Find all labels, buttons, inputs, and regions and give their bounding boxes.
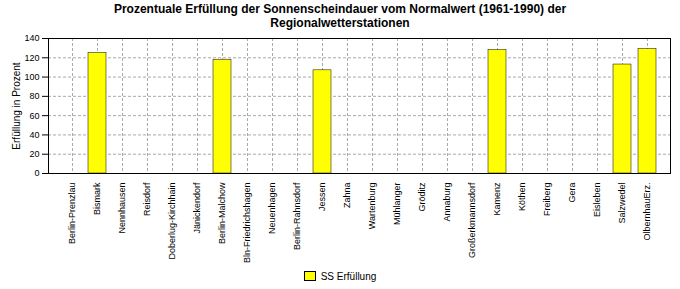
svg-text:20: 20 [29,149,39,159]
svg-text:100: 100 [24,72,39,82]
svg-text:120: 120 [24,53,39,63]
svg-text:Jessen: Jessen [317,183,327,212]
svg-text:Berlin-Prenzlau: Berlin-Prenzlau [67,183,77,245]
svg-text:Neuenhagen: Neuenhagen [267,183,277,235]
svg-text:Salzwedel: Salzwedel [617,183,627,224]
html-text:SS Erfüllung: SS Erfüllung [320,270,377,282]
svg-text:Mühlanger: Mühlanger [392,183,402,226]
svg-text:Eisleben: Eisleben [592,183,602,218]
svg-text:80: 80 [29,91,39,101]
svg-text:Großerkmannsdorf: Großerkmannsdorf [467,182,477,258]
svg-text:Zahna: Zahna [342,183,352,209]
svg-text:Nennhausen: Nennhausen [117,183,127,234]
svg-text:0: 0 [34,168,39,178]
svg-text:Freiberg: Freiberg [542,183,552,217]
svg-text:140: 140 [24,33,39,43]
svg-text:Reisdorf: Reisdorf [142,182,152,216]
svg-text:Gröditz: Gröditz [417,182,427,212]
svg-text:Annaburg: Annaburg [442,183,452,222]
svg-text:40: 40 [29,130,39,140]
svg-text:Jänickendorf: Jänickendorf [192,182,202,234]
svg-text:Erfüllung in Prozent: Erfüllung in Prozent [11,62,22,149]
svg-text:60: 60 [29,111,39,121]
svg-text:Köthen: Köthen [517,183,527,212]
svg-text:Wartenburg: Wartenburg [367,183,377,230]
svg-text:Bln-Friedrichshagen: Bln-Friedrichshagen [242,183,252,264]
svg-text:Berlin-Malchow: Berlin-Malchow [217,182,227,244]
svg-text:Gera: Gera [567,183,577,203]
html-text:Prozentuale Erfüllung der Sonn: Prozentuale Erfüllung der Sonnenscheinda… [113,2,567,30]
svg-text:Bismark: Bismark [92,182,102,215]
svg-text:OlbernhauErz.: OlbernhauErz. [642,183,652,241]
svg-text:Berlin-Rahnsdorf: Berlin-Rahnsdorf [292,182,302,250]
svg-text:Kamenz: Kamenz [492,182,502,216]
svg-text:Doberlug-Kirchhain: Doberlug-Kirchhain [167,183,177,260]
